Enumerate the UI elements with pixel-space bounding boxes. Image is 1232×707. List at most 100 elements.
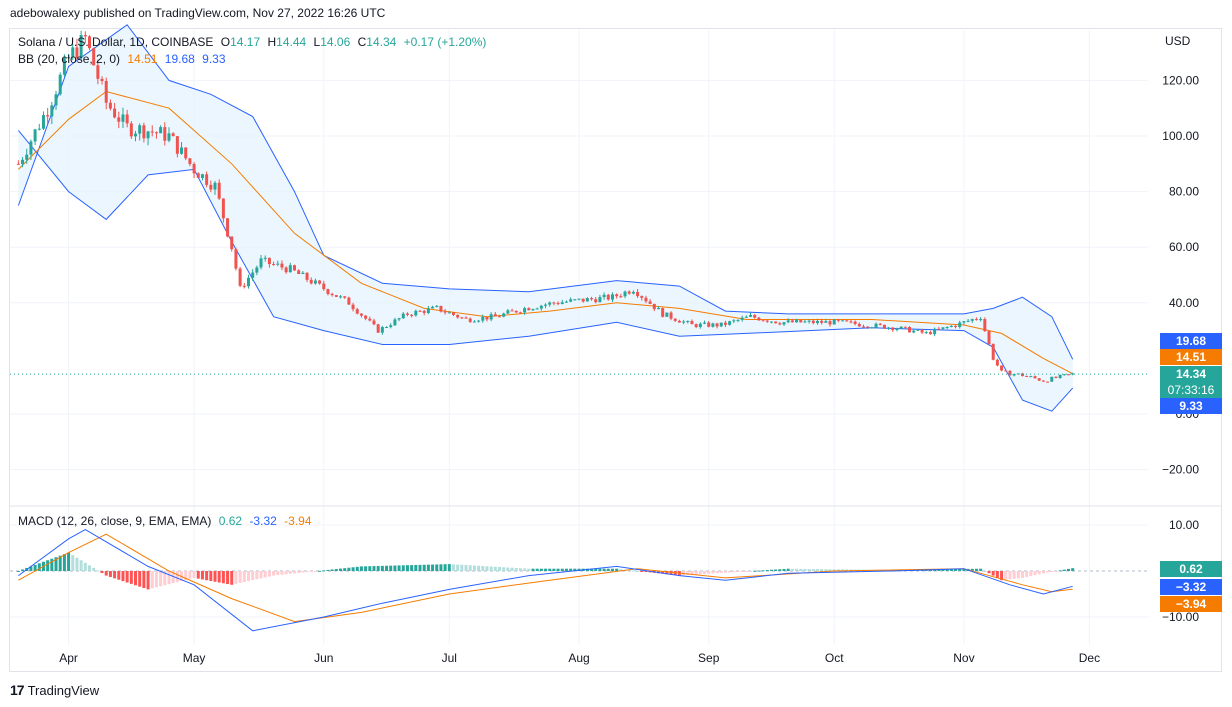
candle-body [100,78,104,81]
macd-hist-bar [949,569,953,571]
macd-hist-bar [740,571,744,572]
candle-body [184,147,188,159]
macd-hist-bar [309,571,313,572]
macd-hist-bar [418,564,422,571]
time-tick-label: May [183,651,206,665]
candle-body [67,57,71,59]
bb-band-fill [18,24,1073,412]
tradingview-logo[interactable]: 17 TradingView [10,682,99,698]
macd-hist-bar [1004,571,1008,580]
candle-body [138,125,142,134]
candle-body [188,158,192,164]
high-value: 14.44 [276,35,307,49]
macd-hist-bar [196,571,200,579]
macd-hist-bar [188,571,192,579]
candle-body [891,327,895,331]
candle-body [623,291,627,297]
candle-body [46,115,50,117]
candle-body [272,264,276,266]
macd-hist-bar [255,571,259,580]
candle-body [749,315,753,317]
candle-body [263,257,267,259]
candle-body [87,36,91,49]
macd-hist-bar [531,568,535,571]
macd-hist-bar [1016,571,1020,579]
candle-body [205,174,209,185]
time-tick-label: Jul [442,651,457,665]
macd-hist-bar [209,571,213,581]
candle-body [376,324,380,333]
candle-body [564,301,568,303]
candle-body [656,308,660,310]
macd-hist-bar [995,571,999,578]
macd-hist-bar [824,569,828,571]
candle-body [498,316,502,318]
candle-body [991,343,995,360]
candle-body [610,294,614,300]
macd-hist-bar [58,555,62,571]
candle-body [125,114,129,124]
candle-body [548,302,552,305]
macd-hist-bar [1037,571,1041,575]
candle-body [665,312,669,317]
macd-hist-bar [962,568,966,571]
candle-body [167,133,171,141]
candle-body [330,293,334,296]
macd-hist-bar [138,571,142,587]
macd-hist-bar [795,568,799,571]
macd-hist-bar [498,567,502,571]
macd-hist-bar [1033,571,1037,576]
candle-body [142,125,146,139]
candle-body [54,94,58,106]
candle-body [213,182,217,190]
macd-hist-bar [54,557,58,571]
candle-body [230,236,234,250]
candle-body [414,310,418,316]
macd-hist-bar [1020,571,1024,578]
macd-hist-bar [175,571,179,583]
macd-hist-bar [769,569,773,571]
macd-hist-bar [67,552,71,571]
macd-hist-bar [21,569,25,571]
macd-hist-tag: 0.62 [1160,561,1222,577]
candle-body [870,327,874,329]
candle-body [460,317,464,319]
macd-hist-bar [62,554,66,571]
candle-body [941,327,945,329]
candle-body [58,74,62,95]
candle-body [544,304,548,306]
macd-hist-bar [987,571,991,574]
macd-hist-bar [974,568,978,571]
macd-hist-bar [945,569,949,571]
macd-hist-bar [372,566,376,571]
macd-hist-bar [339,568,343,571]
macd-hist-bar [134,571,138,586]
macd-hist-bar [765,570,769,572]
candle-body [397,318,401,320]
macd-hist-bar [405,565,409,571]
candle-body [255,267,259,273]
candle-body [648,301,652,304]
macd-hist-bar [535,568,539,571]
macd-hist-bar [703,571,707,575]
macd-hist-bar [171,571,175,584]
macd-hist-bar [1029,571,1033,577]
macd-hist-bar [226,571,230,585]
candle-body [410,314,414,316]
macd-hist-bar [606,568,610,571]
candle-body [723,322,727,325]
candle-body [37,128,41,130]
macd-hist-bar [242,571,246,583]
macd-hist-bar [698,571,702,575]
macd-hist-bar [347,567,351,571]
macd-hist-bar [631,570,635,572]
candle-body [903,326,907,328]
candle-body [761,320,765,322]
bb-upper-value: 19.68 [164,52,195,66]
macd-hist-bar [610,568,614,571]
macd-hist-bar [121,571,125,582]
macd-hist-bar [431,564,435,571]
candle-body [1012,374,1016,376]
candle-body [682,321,686,323]
